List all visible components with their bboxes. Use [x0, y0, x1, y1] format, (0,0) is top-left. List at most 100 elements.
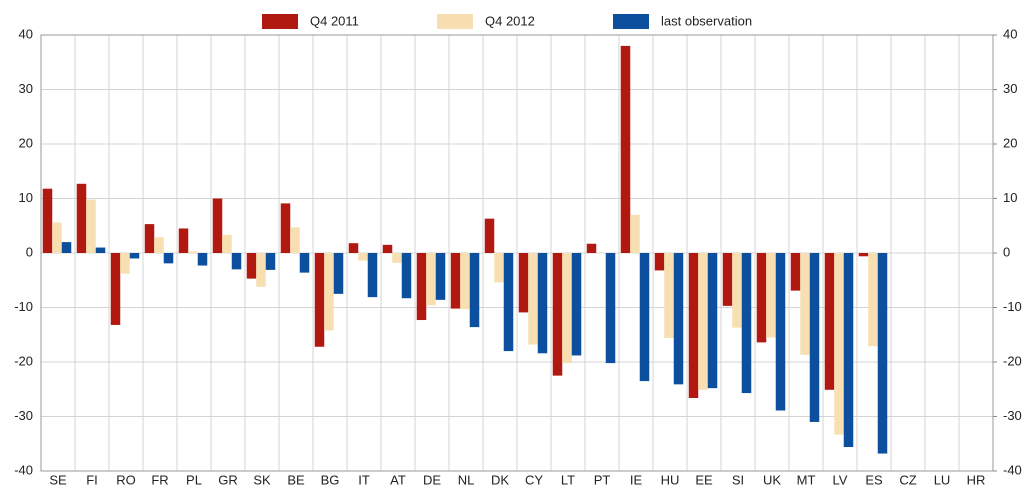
bar [314, 253, 325, 347]
bar [120, 253, 130, 274]
bar [197, 253, 208, 266]
bar [562, 253, 572, 364]
x-tick-label: AT [390, 472, 406, 486]
x-tick-label: LT [561, 472, 575, 486]
bar [858, 253, 869, 257]
bar [61, 242, 72, 253]
x-tick-label: FR [151, 472, 168, 486]
x-tick-label: FI [86, 472, 98, 486]
bar [95, 247, 106, 253]
y2-tick-label: 10 [1003, 190, 1017, 205]
legend-swatch [262, 14, 298, 29]
bar [766, 253, 776, 338]
bar [348, 243, 359, 253]
bar [280, 203, 291, 253]
bar [460, 253, 470, 310]
y2-tick-label: -20 [1003, 353, 1022, 368]
bar [110, 253, 121, 325]
bar [358, 253, 368, 261]
bar [144, 224, 155, 253]
bar [188, 251, 198, 253]
x-tick-label: PT [594, 472, 611, 486]
y2-tick-label: -10 [1003, 299, 1022, 314]
bar [775, 253, 786, 411]
x-tick-label: PL [186, 472, 202, 486]
y2-tick-label: 40 [1003, 26, 1017, 41]
bar [178, 228, 189, 253]
x-tick-label: SE [49, 472, 67, 486]
bar [52, 222, 62, 253]
bar [834, 253, 844, 435]
bar [868, 253, 878, 347]
x-tick-label: CY [525, 472, 543, 486]
bar [212, 198, 223, 253]
bar [333, 253, 344, 294]
bar [790, 253, 801, 291]
bar [528, 253, 538, 345]
bar [392, 253, 402, 263]
bar [654, 253, 665, 271]
y-tick-label: -10 [14, 299, 33, 314]
y2-tick-label: 30 [1003, 81, 1017, 96]
bar [756, 253, 767, 343]
x-tick-label: EE [695, 472, 713, 486]
bar [503, 253, 514, 352]
legend-label: Q4 2011 [310, 13, 359, 28]
bar [231, 253, 242, 270]
y-tick-label: 0 [26, 244, 33, 259]
legend-swatch [613, 14, 649, 29]
x-tick-label: NL [458, 472, 475, 486]
bar [824, 253, 835, 390]
bar [707, 253, 718, 389]
bar [518, 253, 529, 313]
bar [86, 199, 96, 253]
bar [42, 188, 53, 253]
y-tick-label: -40 [14, 462, 33, 477]
x-tick-label: GR [218, 472, 238, 486]
x-tick-label: IT [358, 472, 370, 486]
x-tick-label: UK [763, 472, 781, 486]
x-tick-label: SI [732, 472, 744, 486]
bar [154, 237, 164, 253]
bar [620, 45, 631, 254]
bar [494, 253, 504, 283]
y2-tick-label: 0 [1003, 244, 1010, 259]
bar [741, 253, 752, 394]
bar [401, 253, 412, 299]
legend-label: last observation [661, 13, 752, 28]
x-tick-label: CZ [899, 472, 916, 486]
bar [673, 253, 684, 385]
legend-swatch [437, 14, 473, 29]
bar [605, 253, 616, 364]
y-tick-label: 30 [19, 81, 33, 96]
bar [698, 253, 708, 390]
bar [552, 253, 563, 376]
bar [800, 253, 810, 355]
x-tick-label: SK [253, 472, 271, 486]
x-tick-label: BE [287, 472, 305, 486]
bar [163, 253, 174, 264]
bar [809, 253, 820, 422]
x-tick-label: LV [833, 472, 848, 486]
bar [732, 253, 742, 328]
x-tick-label: RO [116, 472, 136, 486]
bar [129, 253, 140, 259]
bar [290, 227, 300, 253]
bar [299, 253, 310, 273]
x-tick-label: HU [661, 472, 680, 486]
x-tick-label: HR [967, 472, 986, 486]
x-tick-label: LU [934, 472, 951, 486]
bar [484, 218, 495, 253]
y-tick-label: -20 [14, 353, 33, 368]
bar [586, 243, 597, 253]
bar [571, 253, 582, 356]
bar [877, 253, 888, 454]
bar [537, 253, 548, 354]
bar [416, 253, 427, 321]
plot-frame [40, 34, 994, 472]
bar [324, 253, 334, 331]
bar [76, 183, 87, 253]
bar [630, 214, 640, 253]
